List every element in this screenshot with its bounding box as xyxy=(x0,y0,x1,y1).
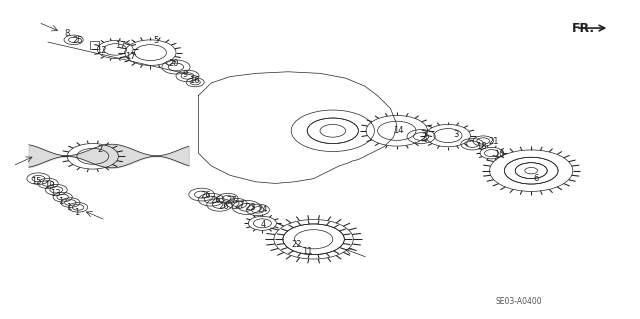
Text: 27: 27 xyxy=(227,196,237,205)
Text: 24: 24 xyxy=(257,205,268,214)
Text: 7: 7 xyxy=(421,132,426,141)
Text: 16: 16 xyxy=(189,76,199,85)
Text: 27: 27 xyxy=(235,201,245,210)
Text: 1: 1 xyxy=(58,197,63,206)
Text: 1: 1 xyxy=(74,208,79,217)
Text: 26: 26 xyxy=(211,197,221,205)
Text: 15: 15 xyxy=(31,177,42,186)
Text: 3: 3 xyxy=(453,130,458,139)
Text: SE03-A0400: SE03-A0400 xyxy=(496,297,543,306)
Text: 11: 11 xyxy=(302,247,312,256)
Text: 9: 9 xyxy=(183,70,188,79)
Text: 21: 21 xyxy=(489,137,499,146)
Text: 20: 20 xyxy=(169,59,179,68)
Text: 26: 26 xyxy=(201,191,211,200)
Text: 23: 23 xyxy=(246,203,256,212)
Text: 14: 14 xyxy=(393,126,403,135)
Text: 5: 5 xyxy=(153,36,158,45)
Text: 2: 2 xyxy=(98,145,103,154)
Bar xyxy=(90,41,99,49)
Text: 25: 25 xyxy=(73,36,83,45)
Text: 17: 17 xyxy=(115,41,125,50)
Text: 13: 13 xyxy=(51,189,61,198)
Text: 17: 17 xyxy=(125,52,135,61)
Text: 10: 10 xyxy=(494,150,504,159)
Text: 22: 22 xyxy=(292,241,302,249)
Text: 4: 4 xyxy=(261,220,266,229)
Text: 12: 12 xyxy=(96,46,106,55)
Text: 6: 6 xyxy=(533,174,538,182)
Text: 26: 26 xyxy=(219,202,229,211)
Text: 1: 1 xyxy=(66,203,71,212)
Text: 8: 8 xyxy=(65,29,70,38)
Text: FR.: FR. xyxy=(572,22,595,34)
Text: 18: 18 xyxy=(476,142,486,151)
Text: 19: 19 xyxy=(44,182,54,190)
